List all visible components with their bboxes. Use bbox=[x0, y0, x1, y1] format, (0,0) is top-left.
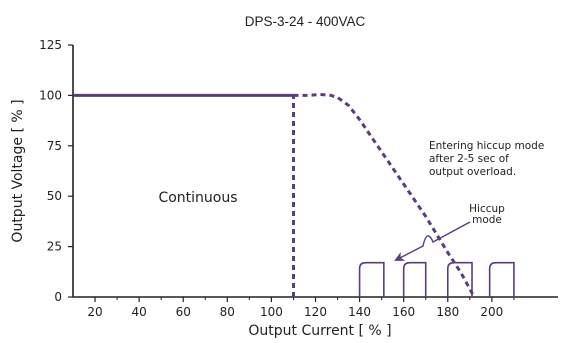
series-group bbox=[73, 92, 476, 298]
x-tick-label: 200 bbox=[480, 305, 503, 319]
y-tick-label: 50 bbox=[47, 189, 62, 203]
chart-title: DPS-3-24 - 400VAC bbox=[245, 14, 366, 29]
series-line-3 bbox=[293, 92, 476, 298]
x-tick-label: 40 bbox=[131, 305, 146, 319]
hiccup-pulse-2 bbox=[402, 261, 427, 297]
hiccup-note-line-3: output overload. bbox=[429, 166, 516, 178]
y-tick-label: 25 bbox=[47, 240, 62, 254]
y-tick-label: 100 bbox=[39, 88, 62, 102]
hiccup-label-line-1: Hiccup bbox=[469, 203, 505, 215]
hiccup-pulse-4 bbox=[488, 261, 515, 297]
hiccup-note-line-1: Entering hiccup mode bbox=[429, 140, 544, 152]
hiccup-arrow bbox=[394, 221, 471, 261]
hiccup-label-line-2: mode bbox=[472, 214, 502, 226]
x-tick-label: 80 bbox=[220, 305, 235, 319]
continuous-label: Continuous bbox=[158, 190, 237, 206]
x-axis-label: Output Current [ % ] bbox=[248, 323, 391, 339]
x-tick-label: 180 bbox=[436, 305, 459, 319]
hiccup-pulses bbox=[358, 261, 515, 297]
y-axis-label: Output Voltage [ % ] bbox=[10, 99, 26, 242]
y-tick-label: 0 bbox=[54, 290, 62, 304]
x-tick-label: 20 bbox=[87, 305, 102, 319]
x-tick-label: 60 bbox=[176, 305, 191, 319]
x-tick-label: 140 bbox=[348, 305, 371, 319]
y-tick-label: 125 bbox=[39, 38, 62, 52]
y-axis-ticks: 0 25 50 75 100 125 bbox=[39, 38, 73, 304]
x-axis-ticks: 20 40 60 80 100 120 140 160 180 200 bbox=[87, 297, 515, 319]
hiccup-pulse-1 bbox=[358, 261, 385, 297]
x-tick-label: 100 bbox=[260, 305, 283, 319]
hiccup-note-line-2: after 2-5 sec of bbox=[429, 153, 509, 165]
y-tick-label: 75 bbox=[47, 139, 62, 153]
hiccup-pulse-3 bbox=[446, 261, 473, 297]
x-tick-label: 160 bbox=[392, 305, 415, 319]
x-tick-label: 120 bbox=[304, 305, 327, 319]
